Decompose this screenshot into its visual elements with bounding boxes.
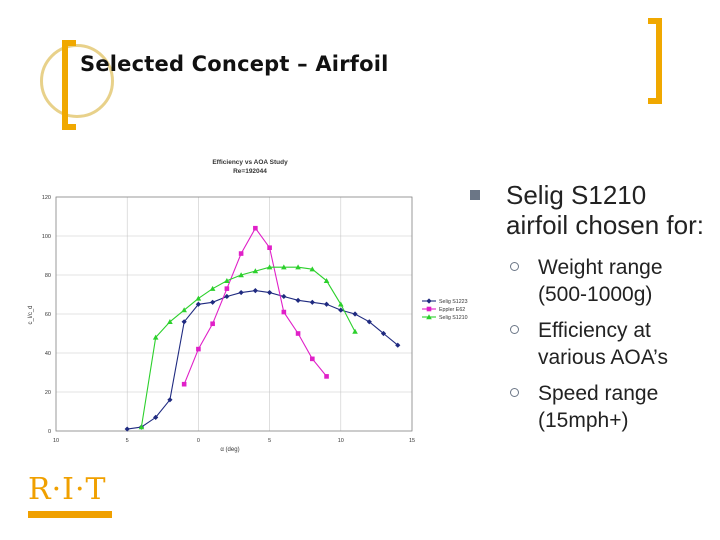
title-decoration-circle [40, 44, 114, 118]
data-point [309, 266, 316, 272]
y-tick-label: 40 [45, 351, 51, 357]
title-bracket-left [62, 40, 76, 130]
data-point [266, 264, 273, 270]
y-tick-label: 80 [45, 273, 51, 279]
data-point [167, 319, 173, 324]
data-point [295, 297, 301, 303]
chart-axes: 0 20 40 60 80 100 120 10 5 0 5 10 15 [42, 195, 415, 444]
y-tick-label: 120 [42, 195, 51, 201]
bullet-list: Selig S1210 airfoil chosen for: Weight r… [470, 180, 710, 443]
data-point [338, 301, 344, 307]
data-point [352, 328, 358, 334]
data-point [252, 268, 259, 274]
efficiency-chart: Efficiency vs AOA Study Re=192044 0 20 40 6… [20, 155, 490, 455]
legend-label: Selig S1210 [439, 315, 468, 321]
x-axis-label: α (deg) [220, 447, 239, 453]
data-point [426, 314, 432, 320]
data-point [295, 331, 301, 336]
data-point [281, 309, 287, 315]
data-point [181, 381, 187, 387]
data-point [238, 289, 244, 296]
data-point [224, 278, 230, 284]
y-axis-label: c_l/c_d [28, 305, 34, 324]
y-tick-label: 0 [48, 429, 51, 435]
series-line [127, 290, 399, 430]
data-point [153, 414, 159, 420]
ring-bullet-icon [510, 325, 519, 334]
x-tick-label: 15 [409, 438, 415, 444]
sub-bullet-text: Efficiency at various AOA’s [538, 319, 668, 369]
data-point [138, 424, 145, 430]
data-point [181, 307, 187, 313]
chart-series [124, 225, 401, 432]
data-point [252, 288, 258, 294]
x-tick-label: 10 [338, 438, 344, 444]
y-tick-label: 20 [45, 390, 51, 396]
x-tick-label: 5 [126, 438, 129, 444]
sub-bullet-text: Weight range (500-1000g) [538, 256, 663, 306]
data-point [323, 301, 330, 307]
legend-label: Eppler E62 [439, 307, 465, 313]
ring-bullet-icon [510, 388, 519, 397]
x-tick-label: 0 [197, 438, 200, 444]
x-tick-label: 10 [53, 438, 59, 444]
data-point [281, 293, 287, 300]
chart-svg: Efficiency vs AOA Study Re=192044 0 20 40 6… [28, 159, 468, 453]
data-point [210, 299, 216, 305]
square-bullet-icon [470, 190, 480, 200]
data-point [267, 289, 273, 296]
sub-bullet-item: Speed range (15mph+) [510, 380, 710, 434]
data-point [124, 426, 130, 432]
rit-logo-bar [28, 511, 112, 518]
data-point [152, 334, 159, 340]
sub-bullet-list: Weight range (500-1000g) Efficiency at v… [470, 254, 710, 434]
data-point [210, 321, 215, 327]
series-line [140, 266, 356, 428]
chart-subtitle: Re=192044 [233, 168, 267, 175]
data-point [324, 374, 329, 379]
data-point [253, 225, 258, 231]
data-point [195, 295, 202, 301]
data-point [209, 285, 216, 291]
x-tick-label: 5 [268, 438, 271, 444]
title-bracket-right [648, 18, 662, 104]
data-point [195, 301, 201, 307]
chart-grid [55, 196, 413, 432]
data-point [366, 319, 372, 325]
data-point [309, 299, 315, 305]
data-point [181, 319, 187, 325]
legend-label: Selig S1223 [439, 299, 468, 305]
main-bullet-text: Selig S1210 airfoil chosen for: [506, 180, 704, 240]
chart-title: Efficiency vs AOA Study [212, 159, 288, 166]
plot-frame [55, 196, 413, 432]
ring-bullet-icon [510, 262, 519, 271]
data-point [295, 264, 301, 270]
sub-bullet-item: Weight range (500-1000g) [510, 254, 710, 308]
y-tick-label: 100 [42, 234, 51, 240]
main-bullet: Selig S1210 airfoil chosen for: [470, 180, 710, 240]
sub-bullet-text: Speed range (15mph+) [538, 382, 659, 432]
data-point [267, 245, 272, 250]
slide-title: Selected Concept – Airfoil [80, 52, 389, 76]
y-tick-label: 60 [45, 312, 51, 318]
data-point [426, 298, 432, 304]
rit-logo: R·I·T [28, 475, 112, 518]
data-point [281, 264, 287, 270]
data-point [426, 306, 432, 312]
data-point [310, 356, 315, 362]
rit-logo-text: R·I·T [28, 472, 107, 507]
sub-bullet-item: Efficiency at various AOA’s [510, 317, 710, 371]
data-point [167, 397, 173, 403]
data-point [352, 311, 358, 317]
data-point [196, 346, 201, 352]
data-point [238, 251, 244, 256]
data-point [323, 278, 330, 284]
data-point [224, 293, 230, 300]
series-line [183, 227, 328, 385]
data-point [238, 272, 244, 278]
data-point [395, 342, 401, 348]
chart-legend: Selig S1223 Eppler E62 Selig S1210 [422, 298, 468, 321]
data-point [224, 286, 230, 291]
data-point [380, 330, 387, 337]
